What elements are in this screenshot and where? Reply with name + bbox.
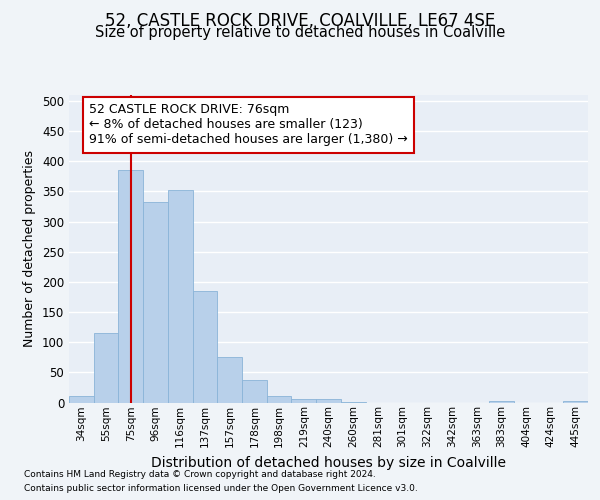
X-axis label: Distribution of detached houses by size in Coalville: Distribution of detached houses by size …: [151, 456, 506, 469]
Bar: [489, 400, 514, 402]
Y-axis label: Number of detached properties: Number of detached properties: [23, 150, 37, 347]
Bar: [118, 170, 143, 402]
Bar: [242, 380, 267, 402]
Bar: [69, 396, 94, 402]
Bar: [143, 202, 168, 402]
Bar: [267, 396, 292, 402]
Bar: [193, 291, 217, 403]
Text: Contains public sector information licensed under the Open Government Licence v3: Contains public sector information licen…: [24, 484, 418, 493]
Text: 52, CASTLE ROCK DRIVE, COALVILLE, LE67 4SE: 52, CASTLE ROCK DRIVE, COALVILLE, LE67 4…: [105, 12, 495, 30]
Text: 52 CASTLE ROCK DRIVE: 76sqm
← 8% of detached houses are smaller (123)
91% of sem: 52 CASTLE ROCK DRIVE: 76sqm ← 8% of deta…: [89, 104, 407, 146]
Bar: [168, 190, 193, 402]
Bar: [292, 399, 316, 402]
Bar: [94, 333, 118, 402]
Text: Size of property relative to detached houses in Coalville: Size of property relative to detached ho…: [95, 25, 505, 40]
Text: Contains HM Land Registry data © Crown copyright and database right 2024.: Contains HM Land Registry data © Crown c…: [24, 470, 376, 479]
Bar: [217, 358, 242, 403]
Bar: [316, 400, 341, 402]
Bar: [563, 400, 588, 402]
